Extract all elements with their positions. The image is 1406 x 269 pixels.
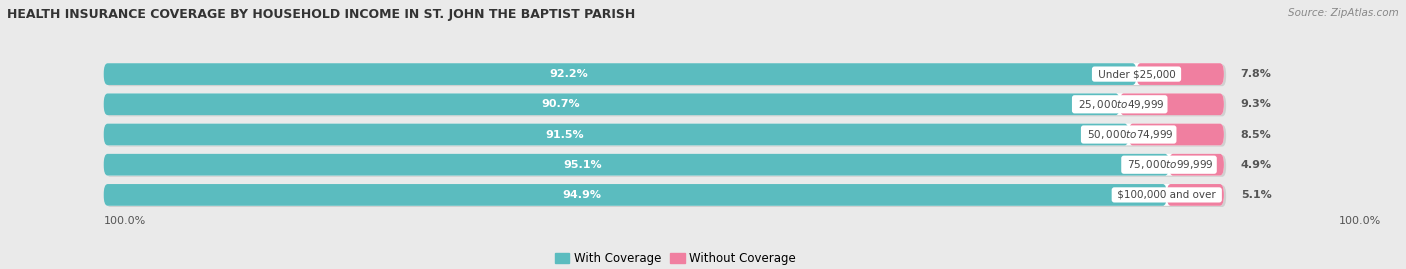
FancyBboxPatch shape [105,155,1226,177]
FancyBboxPatch shape [1167,184,1223,206]
FancyBboxPatch shape [104,184,1223,206]
Text: 7.8%: 7.8% [1240,69,1271,79]
Text: $50,000 to $74,999: $50,000 to $74,999 [1084,128,1174,141]
Text: 8.5%: 8.5% [1240,129,1271,140]
Text: 90.7%: 90.7% [541,99,581,109]
FancyBboxPatch shape [1129,124,1223,145]
FancyBboxPatch shape [105,125,1226,147]
Text: 100.0%: 100.0% [104,215,146,226]
Text: 5.1%: 5.1% [1240,190,1271,200]
FancyBboxPatch shape [104,184,1167,206]
FancyBboxPatch shape [104,154,1223,176]
Text: 94.9%: 94.9% [562,190,602,200]
FancyBboxPatch shape [1136,63,1223,85]
Text: $100,000 and over: $100,000 and over [1115,190,1219,200]
Text: 100.0%: 100.0% [1339,215,1381,226]
Text: Source: ZipAtlas.com: Source: ZipAtlas.com [1288,8,1399,18]
Text: 9.3%: 9.3% [1240,99,1271,109]
FancyBboxPatch shape [104,124,1129,145]
FancyBboxPatch shape [105,65,1226,86]
Text: $75,000 to $99,999: $75,000 to $99,999 [1123,158,1215,171]
FancyBboxPatch shape [104,93,1223,115]
Text: 92.2%: 92.2% [550,69,588,79]
FancyBboxPatch shape [105,95,1226,116]
Text: 4.9%: 4.9% [1240,160,1272,170]
Legend: With Coverage, Without Coverage: With Coverage, Without Coverage [550,247,801,269]
FancyBboxPatch shape [105,185,1226,207]
FancyBboxPatch shape [1119,93,1223,115]
Text: 91.5%: 91.5% [546,129,585,140]
FancyBboxPatch shape [104,93,1119,115]
FancyBboxPatch shape [104,63,1136,85]
Text: HEALTH INSURANCE COVERAGE BY HOUSEHOLD INCOME IN ST. JOHN THE BAPTIST PARISH: HEALTH INSURANCE COVERAGE BY HOUSEHOLD I… [7,8,636,21]
FancyBboxPatch shape [1168,154,1223,176]
FancyBboxPatch shape [104,154,1168,176]
FancyBboxPatch shape [104,63,1223,85]
FancyBboxPatch shape [104,124,1223,145]
Text: 95.1%: 95.1% [564,160,602,170]
Text: $25,000 to $49,999: $25,000 to $49,999 [1074,98,1166,111]
Text: Under $25,000: Under $25,000 [1094,69,1178,79]
